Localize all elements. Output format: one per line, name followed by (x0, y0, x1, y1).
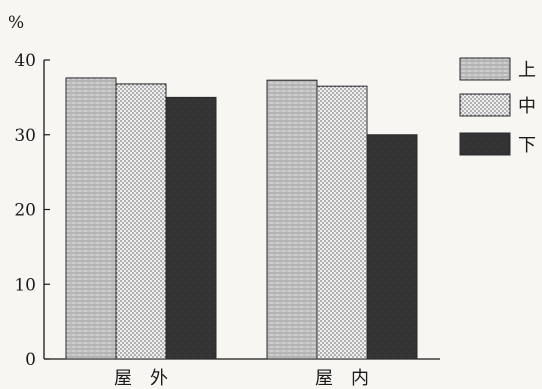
legend-label: 上 (518, 60, 536, 81)
bar-indoor-1 (316, 85, 368, 360)
bar-outdoor-1 (115, 83, 167, 360)
bar-outdoor-0 (65, 77, 117, 360)
legend-label: 下 (518, 135, 536, 156)
bar-outdoor-2 (165, 96, 217, 360)
legend: 上中下 (459, 57, 536, 156)
x-labels-group: 屋 外屋 内 (114, 368, 369, 389)
bars-group (65, 77, 418, 360)
bar-indoor-0 (266, 79, 318, 360)
y-tick-label: 10 (14, 275, 36, 295)
legend-swatch (459, 93, 511, 117)
y-tick-label: 0 (25, 350, 36, 370)
y-tick-label: 40 (14, 51, 36, 71)
y-ticks-group: 0 10 20 30 40 (14, 51, 50, 370)
x-tick-label: 屋 外 (114, 368, 168, 389)
legend-swatch (459, 132, 511, 156)
bar-indoor-2 (366, 134, 418, 360)
y-tick-label: 30 (14, 126, 36, 146)
x-tick-label: 屋 内 (315, 368, 369, 389)
y-tick-label: 20 (14, 201, 36, 221)
legend-label: 中 (518, 96, 536, 117)
legend-swatch (459, 57, 511, 81)
y-unit-label: % (8, 13, 24, 33)
